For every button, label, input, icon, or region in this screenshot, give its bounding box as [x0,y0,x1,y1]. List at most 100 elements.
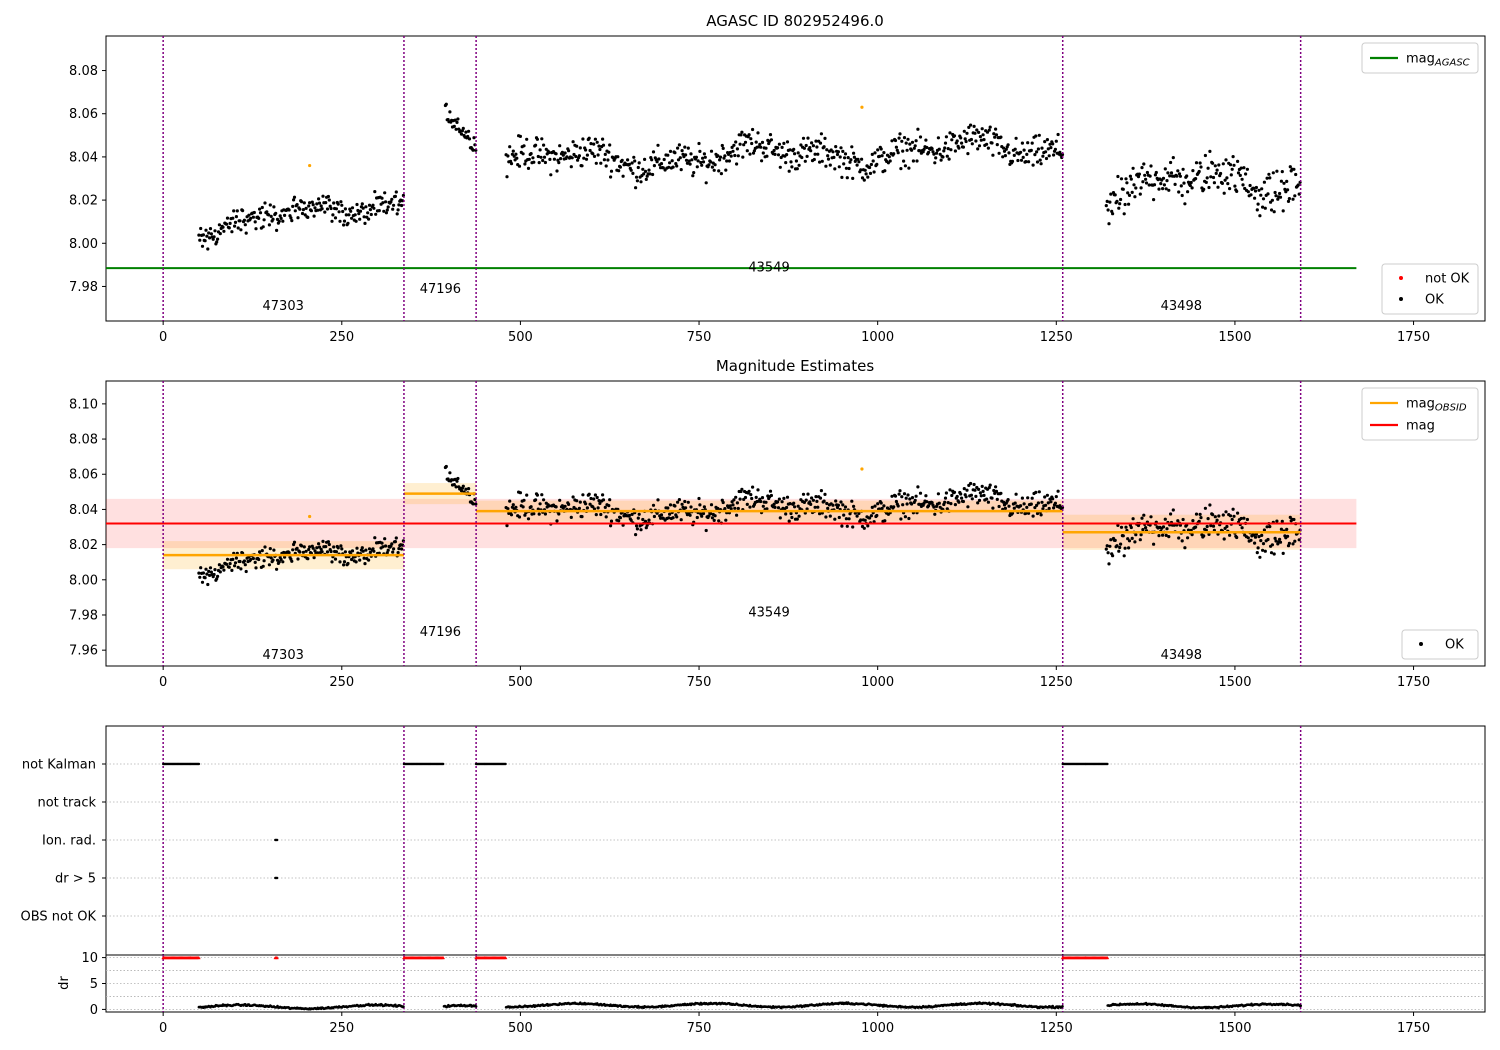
ok-point [942,149,946,153]
ok-point [1115,199,1119,203]
ok-point [1043,495,1047,499]
ok-point [1253,196,1257,200]
ok-point [1167,535,1171,539]
ok-point [339,544,343,548]
ok-point [1161,533,1165,537]
ok-point [1021,155,1025,159]
ok-point [225,562,229,566]
ok-point [733,153,737,158]
ok-point [1033,506,1037,510]
ok-point [907,166,911,170]
dr-capped-marker [503,956,508,960]
ok-point [362,556,366,560]
ok-point [1010,159,1015,163]
ok-point [918,502,922,506]
flag-point [442,762,445,766]
ok-point [671,165,675,169]
ok-point [1261,548,1265,552]
ok-point [659,162,664,166]
ok-point [1198,512,1202,517]
ok-point [211,237,215,241]
ok-point [991,506,995,510]
ok-point [740,130,744,134]
ok-point [843,152,848,156]
ok-point [999,135,1003,139]
ok-point [892,152,896,156]
ok-point [1217,163,1221,167]
ok-point [234,556,238,560]
ok-point [880,154,884,158]
ok-point [509,513,514,517]
ok-point [876,148,880,152]
ok-point [1189,180,1193,185]
ok-point [593,137,598,141]
ok-point [312,214,316,218]
ok-point [918,491,923,495]
ok-point [870,152,874,156]
ok-point [668,149,673,153]
ok-point [594,513,598,517]
ok-point [358,217,362,221]
ok-point [278,214,282,218]
ok-point [199,226,203,231]
ok-point [596,506,600,510]
ok-point [1262,180,1266,184]
x-tick-label: 1750 [1397,330,1430,345]
ok-point [455,479,459,483]
ok-point [1040,500,1044,504]
ok-point [606,158,610,162]
ok-point [384,544,388,548]
ok-point [1272,210,1276,214]
ok-point [260,549,264,553]
x-tick-label: 250 [329,675,354,690]
ok-point [761,504,765,508]
ok-point [1177,190,1181,194]
ok-point [357,212,361,216]
ok-point [1286,188,1290,192]
ok-point [1105,199,1109,203]
ok-point [828,514,832,518]
ok-point [965,131,969,135]
ok-point [592,497,596,501]
ok-point [233,564,237,568]
ok-point [982,493,986,497]
ok-point [354,219,358,223]
ok-point [232,209,236,213]
ok-point [1121,534,1125,538]
ok-point [1215,518,1219,522]
ok-point [970,142,974,146]
ok-point [676,500,680,504]
x-tick-label: 500 [508,1021,533,1036]
ok-point [696,159,700,163]
ok-point [607,150,611,154]
ok-point [1185,174,1189,178]
dr-point [474,1005,478,1008]
ok-point [875,162,879,166]
ok-point [824,164,828,168]
ok-point [813,505,817,509]
ok-point [601,143,606,147]
ok-point [668,503,673,507]
ok-point [713,163,717,167]
ok-point [809,149,813,153]
ok-point [729,154,733,158]
ok-point [785,505,789,510]
dr-point [1299,1004,1302,1007]
ok-point [759,145,763,149]
ok-point [311,546,315,550]
ok-point [304,206,308,210]
ok-point [1161,176,1166,180]
ok-point [1197,169,1201,174]
ok-point [277,560,281,564]
ok-point [994,489,999,493]
x-tick-label: 1000 [861,1021,894,1036]
ok-point [634,175,639,179]
ok-point [1026,141,1030,145]
obsid-label: 43498 [1161,648,1202,663]
ok-point [868,516,872,520]
ok-point [281,219,285,223]
ok-point [898,132,902,136]
ok-point [813,152,817,156]
ok-point [1035,160,1040,164]
ok-point [687,159,691,163]
